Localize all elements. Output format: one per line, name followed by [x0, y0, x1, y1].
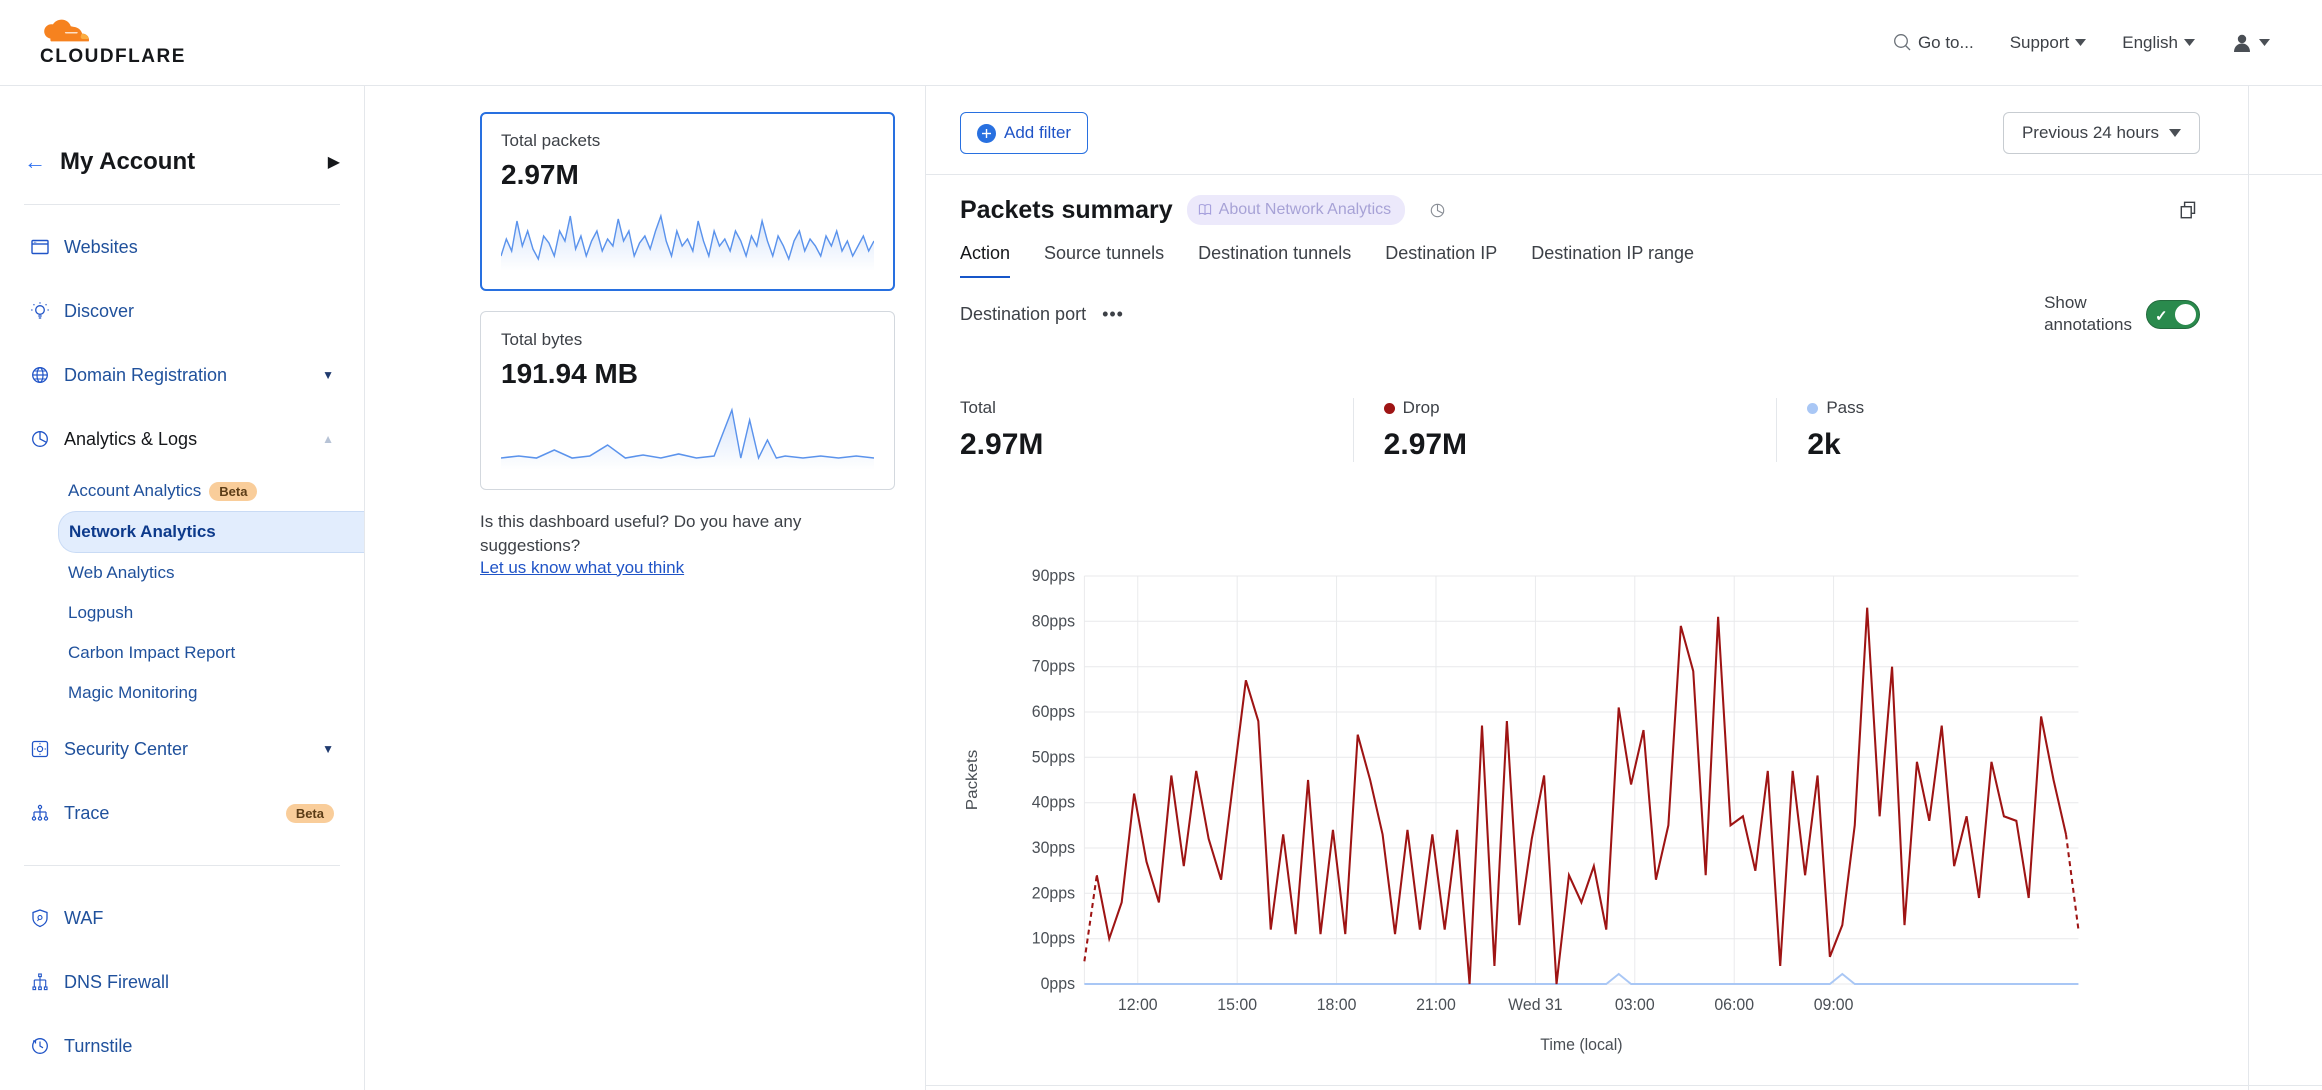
svg-text:21:00: 21:00 [1416, 996, 1456, 1015]
svg-text:18:00: 18:00 [1317, 996, 1357, 1015]
svg-text:03:00: 03:00 [1615, 996, 1655, 1015]
svg-text:40pps: 40pps [1032, 793, 1075, 812]
svg-text:60pps: 60pps [1032, 703, 1075, 722]
svg-text:70pps: 70pps [1032, 657, 1075, 676]
svg-text:06:00: 06:00 [1714, 996, 1754, 1015]
svg-text:Time (local): Time (local) [1540, 1036, 1622, 1055]
svg-text:50pps: 50pps [1032, 748, 1075, 767]
svg-text:Packets: Packets [963, 750, 980, 810]
svg-text:10pps: 10pps [1032, 929, 1075, 948]
svg-text:Wed 31: Wed 31 [1508, 996, 1562, 1015]
svg-text:90pps: 90pps [1032, 567, 1075, 586]
svg-text:12:00: 12:00 [1118, 996, 1158, 1015]
svg-text:80pps: 80pps [1032, 612, 1075, 631]
svg-text:0pps: 0pps [1041, 975, 1075, 994]
svg-text:20pps: 20pps [1032, 884, 1075, 903]
svg-text:30pps: 30pps [1032, 839, 1075, 858]
svg-text:09:00: 09:00 [1814, 996, 1854, 1015]
svg-text:15:00: 15:00 [1217, 996, 1257, 1015]
